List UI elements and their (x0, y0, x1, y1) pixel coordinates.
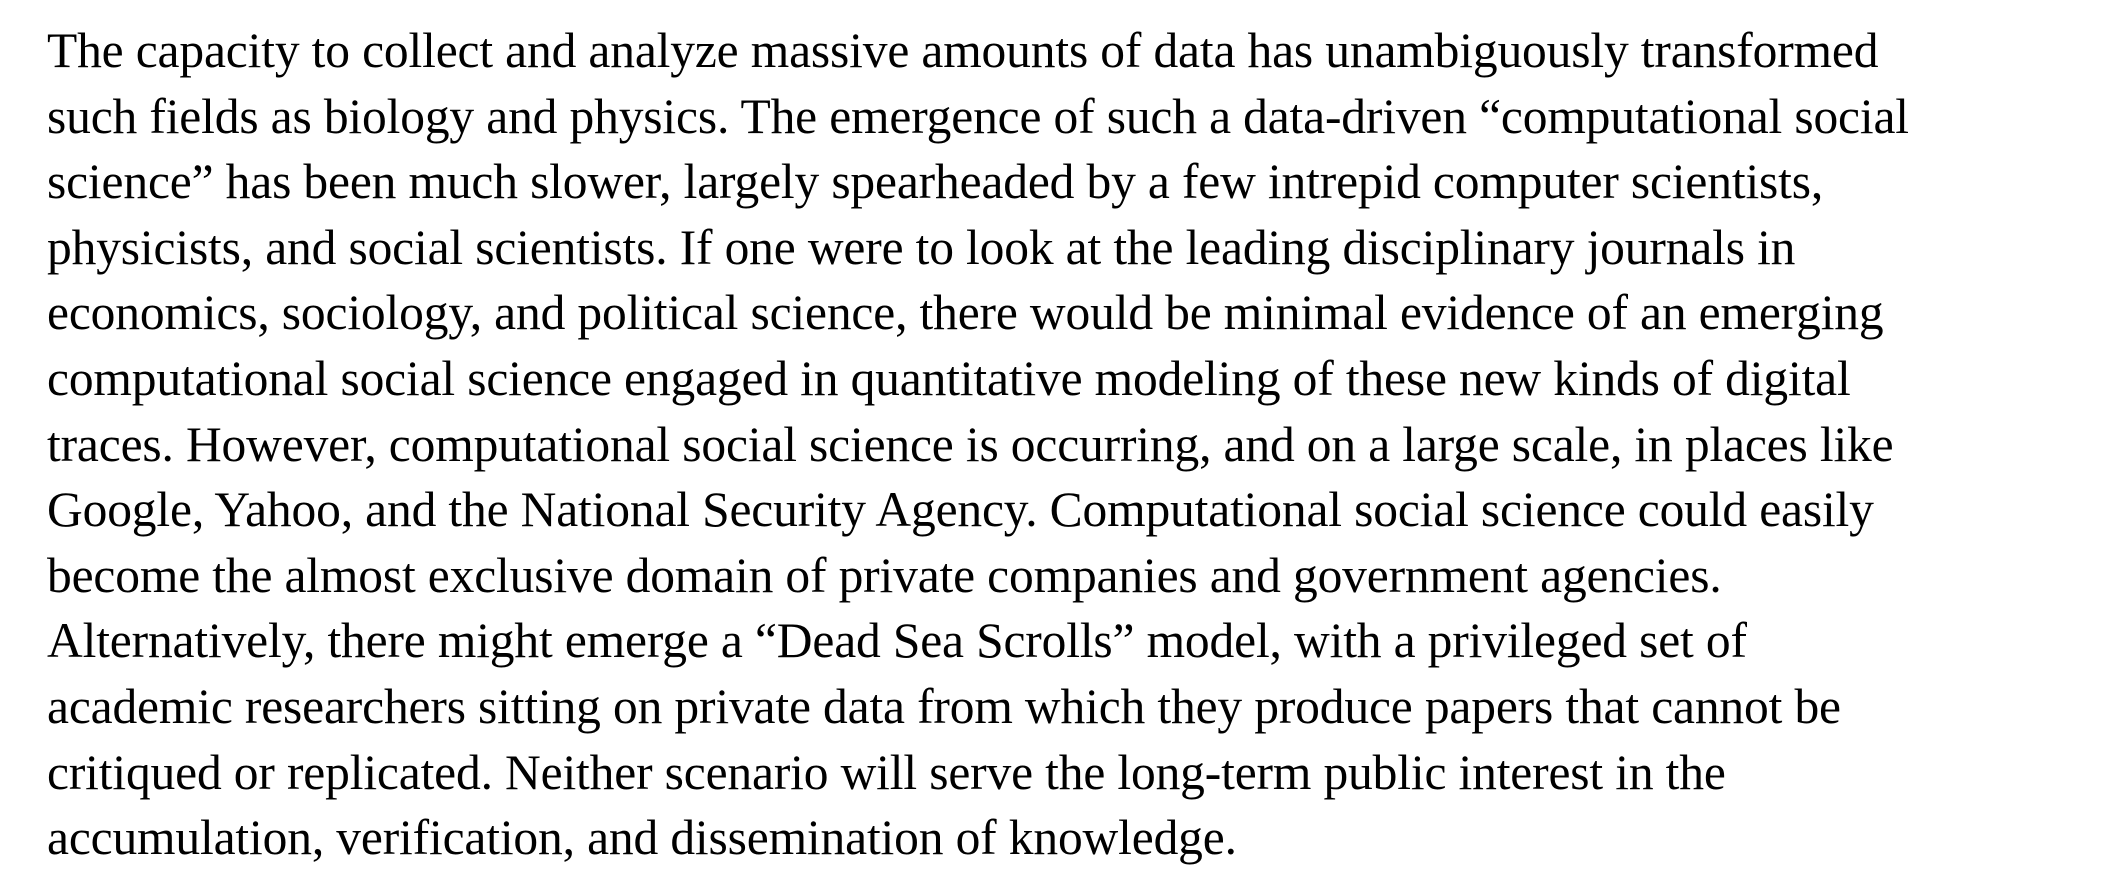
paragraph-line: such fields as biology and physics. The … (47, 88, 1909, 144)
paragraph-line: economics, sociology, and political scie… (47, 285, 1884, 341)
paragraph-line: science” has been much slower, largely s… (47, 154, 1824, 210)
paragraph-line: become the almost exclusive domain of pr… (47, 547, 1722, 603)
paragraph-line: critiqued or replicated. Neither scenari… (47, 744, 1726, 800)
paragraph-line: Google, Yahoo, and the National Security… (47, 482, 1874, 538)
paragraph-line: computational social science engaged in … (47, 350, 1851, 406)
paragraph-line: physicists, and social scientists. If on… (47, 219, 1796, 275)
document-paragraph: The capacity to collect and analyze mass… (47, 18, 2087, 871)
paragraph-line: The capacity to collect and analyze mass… (47, 23, 1879, 78)
paragraph-line: traces. However, computational social sc… (47, 416, 1894, 472)
paragraph-line: accumulation, verification, and dissemin… (47, 810, 1237, 866)
paragraph-line: academic researchers sitting on private … (47, 678, 1841, 734)
paragraph-line: Alternatively, there might emerge a “Dea… (47, 613, 1747, 669)
